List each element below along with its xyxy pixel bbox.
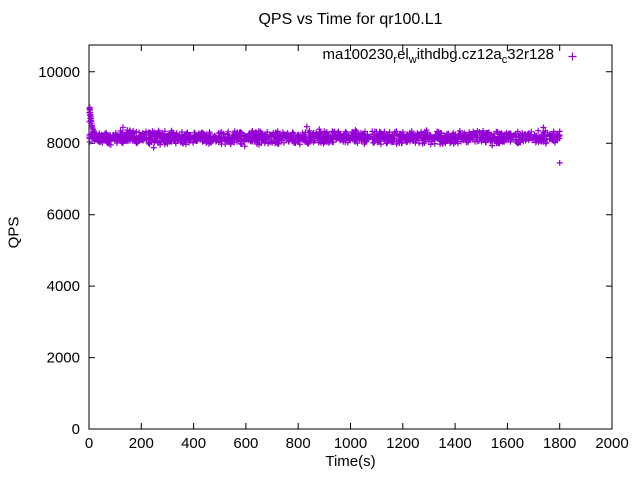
plus-marker-icon	[568, 52, 577, 60]
x-tick-label: 600	[233, 435, 258, 452]
plot-border	[88, 44, 613, 430]
x-tick-label: 1000	[334, 435, 367, 452]
y-tick-label: 10000	[38, 64, 80, 81]
data-points	[86, 104, 563, 166]
x-tick-label: 1800	[543, 435, 576, 452]
legend-label-segment: ithdbg.cz12a	[416, 46, 502, 63]
legend-series-label: ma100230relwithdbg.cz12ac32r128	[322, 46, 554, 66]
legend-label-segment: r	[393, 54, 398, 66]
legend-label-segment: c	[501, 54, 508, 66]
x-tick-label: 2000	[595, 435, 628, 452]
legend-label-segment: w	[408, 54, 417, 66]
x-tick-label: 800	[286, 435, 311, 452]
x-tick-label: 200	[129, 435, 154, 452]
x-tick-label: 0	[85, 435, 93, 452]
legend-marker-icon	[568, 52, 577, 60]
x-tick-label: 400	[181, 435, 206, 452]
y-tick-label: 2000	[47, 350, 80, 367]
x-tick-label: 1200	[386, 435, 419, 452]
y-tick-label: 8000	[47, 135, 80, 152]
x-tick-label: 1600	[491, 435, 524, 452]
chart-title: QPS vs Time for qr100.L1	[258, 11, 443, 28]
legend-label-segment: el	[397, 46, 409, 63]
axis-ticks	[88, 45, 613, 430]
legend-label-segment: ma100230	[322, 46, 394, 63]
y-tick-label: 4000	[47, 278, 80, 295]
legend-label-segment: 32r128	[507, 46, 554, 63]
x-tick-label: 1400	[438, 435, 471, 452]
x-axis-label: Time(s)	[325, 453, 376, 470]
legend: ma100230relwithdbg.cz12ac32r128	[322, 46, 580, 66]
y-tick-label: 6000	[47, 207, 80, 224]
y-tick-label: 0	[72, 421, 80, 438]
